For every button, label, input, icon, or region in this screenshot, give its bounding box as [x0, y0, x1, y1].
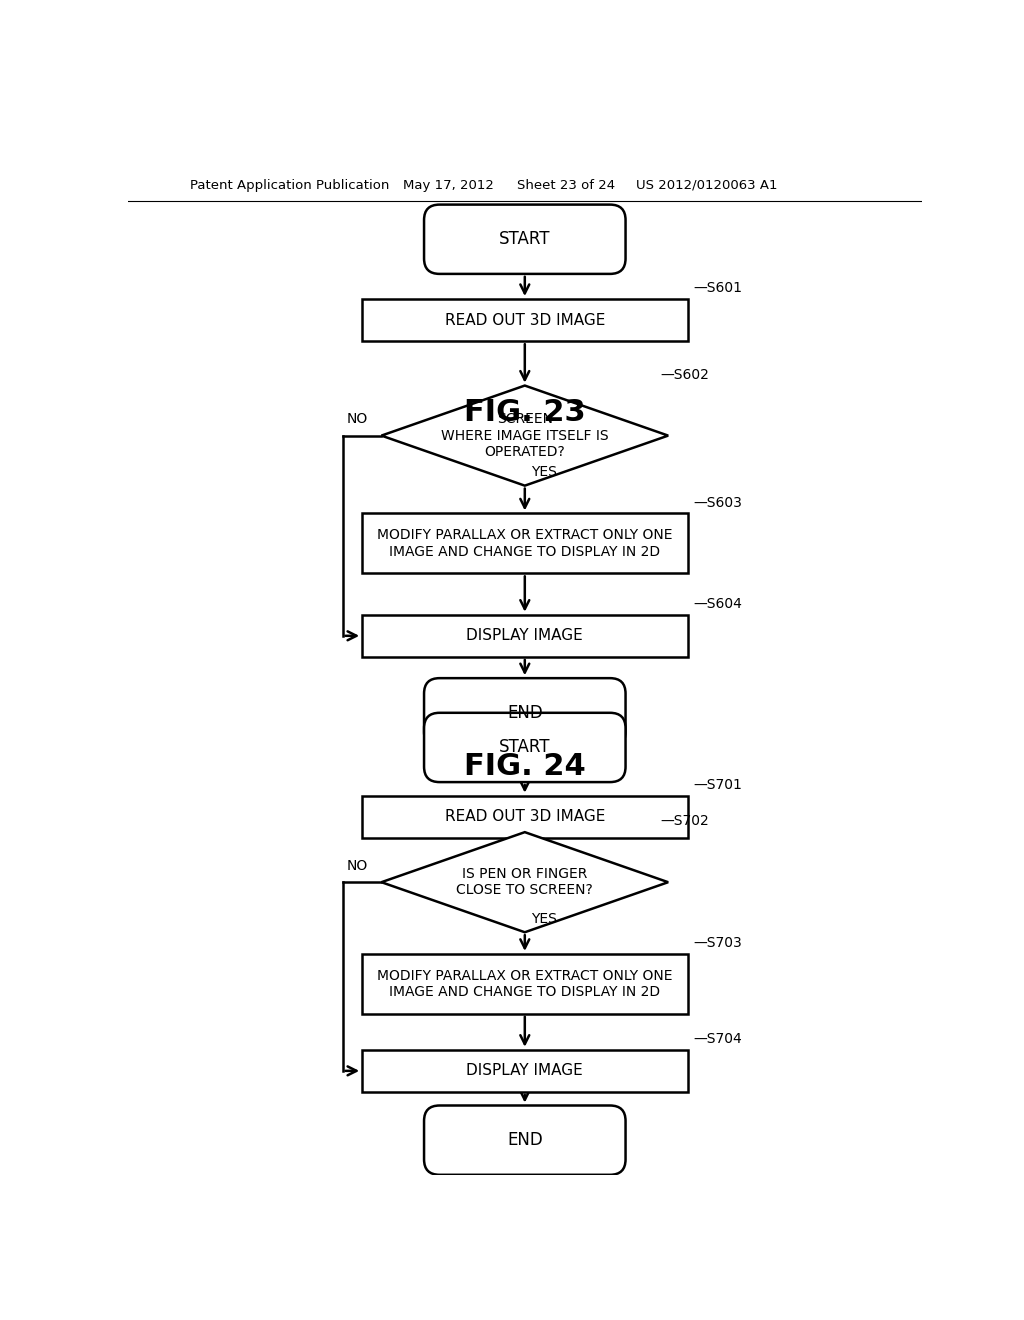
- Text: NO: NO: [346, 412, 368, 426]
- Bar: [362, 298, 687, 342]
- Text: FIG. 24: FIG. 24: [464, 752, 586, 781]
- Text: READ OUT 3D IMAGE: READ OUT 3D IMAGE: [444, 313, 605, 327]
- Text: START: START: [499, 230, 551, 248]
- Text: Sheet 23 of 24: Sheet 23 of 24: [517, 178, 615, 191]
- Text: DISPLAY IMAGE: DISPLAY IMAGE: [466, 1064, 584, 1078]
- Bar: [362, 513, 687, 573]
- Text: —S601: —S601: [693, 281, 742, 296]
- Bar: [362, 796, 687, 838]
- FancyBboxPatch shape: [424, 205, 626, 275]
- FancyBboxPatch shape: [424, 713, 626, 781]
- Text: IS PEN OR FINGER
CLOSE TO SCREEN?: IS PEN OR FINGER CLOSE TO SCREEN?: [457, 867, 593, 898]
- Text: —S603: —S603: [693, 495, 742, 510]
- Text: Patent Application Publication: Patent Application Publication: [190, 178, 389, 191]
- Text: YES: YES: [531, 912, 557, 927]
- Text: NO: NO: [346, 859, 368, 873]
- FancyBboxPatch shape: [424, 1106, 626, 1175]
- Text: FIG. 23: FIG. 23: [464, 399, 586, 426]
- Text: US 2012/0120063 A1: US 2012/0120063 A1: [636, 178, 777, 191]
- Text: END: END: [507, 1131, 543, 1150]
- Text: May 17, 2012: May 17, 2012: [403, 178, 494, 191]
- Text: SCREEN
WHERE IMAGE ITSELF IS
OPERATED?: SCREEN WHERE IMAGE ITSELF IS OPERATED?: [441, 412, 608, 459]
- Text: READ OUT 3D IMAGE: READ OUT 3D IMAGE: [444, 809, 605, 824]
- Bar: [362, 1049, 687, 1092]
- Text: —S702: —S702: [660, 814, 710, 829]
- Text: —S602: —S602: [660, 368, 710, 381]
- Text: START: START: [499, 738, 551, 756]
- Text: —S604: —S604: [693, 597, 742, 611]
- Bar: [362, 954, 687, 1014]
- Polygon shape: [381, 832, 669, 932]
- Polygon shape: [381, 385, 669, 486]
- Text: YES: YES: [531, 466, 557, 479]
- Text: —S703: —S703: [693, 936, 742, 950]
- FancyBboxPatch shape: [424, 678, 626, 747]
- Text: MODIFY PARALLAX OR EXTRACT ONLY ONE
IMAGE AND CHANGE TO DISPLAY IN 2D: MODIFY PARALLAX OR EXTRACT ONLY ONE IMAG…: [377, 969, 673, 999]
- Text: END: END: [507, 704, 543, 722]
- Bar: [362, 615, 687, 657]
- Text: MODIFY PARALLAX OR EXTRACT ONLY ONE
IMAGE AND CHANGE TO DISPLAY IN 2D: MODIFY PARALLAX OR EXTRACT ONLY ONE IMAG…: [377, 528, 673, 558]
- Text: —S701: —S701: [693, 777, 742, 792]
- Text: —S704: —S704: [693, 1032, 742, 1045]
- Text: DISPLAY IMAGE: DISPLAY IMAGE: [466, 628, 584, 643]
